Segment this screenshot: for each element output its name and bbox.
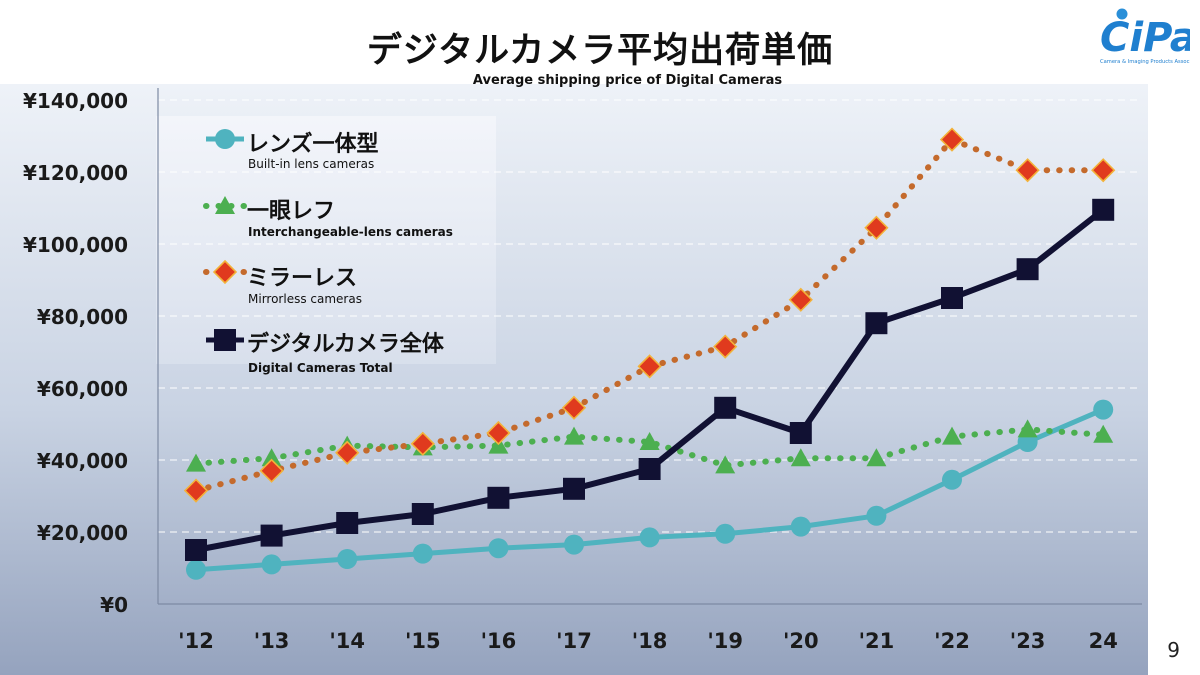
x-tick-label: '13 xyxy=(254,629,290,653)
x-tick-label: '16 xyxy=(481,629,517,653)
data-point-mirrorless xyxy=(335,440,360,465)
data-point-built-in xyxy=(412,543,433,564)
x-tick-label: '17 xyxy=(556,629,592,653)
data-point-dslr xyxy=(790,448,811,467)
x-tick-label: '19 xyxy=(707,629,743,653)
legend-marker-dslr xyxy=(215,196,235,214)
data-point-total xyxy=(941,287,963,309)
data-point-mirrorless xyxy=(864,215,889,240)
data-point-mirrorless xyxy=(1015,158,1040,183)
legend-marker-total xyxy=(214,329,236,351)
legend-title-built-in: レンズ一体型 xyxy=(247,132,379,157)
data-point-built-in xyxy=(261,554,282,575)
svg-text:Camera & Imaging Products Asso: Camera & Imaging Products Association xyxy=(1100,59,1190,65)
data-point-built-in xyxy=(564,534,584,555)
data-point-mirrorless xyxy=(788,287,813,312)
data-point-built-in xyxy=(866,505,887,526)
legend-title-total: デジタルカメラ全体 xyxy=(247,332,444,357)
x-tick-label: '12 xyxy=(178,629,214,653)
data-point-built-in xyxy=(715,523,736,544)
x-tick-label: '18 xyxy=(632,629,668,653)
data-point-mirrorless xyxy=(1091,158,1116,183)
data-point-mirrorless xyxy=(410,431,435,456)
data-point-total xyxy=(714,396,737,419)
y-tick-label: ¥40,000 xyxy=(37,449,128,473)
data-point-total xyxy=(336,512,359,534)
data-point-dslr xyxy=(261,448,282,467)
data-point-total xyxy=(563,477,585,500)
data-point-dslr xyxy=(564,426,584,445)
data-point-mirrorless xyxy=(713,334,738,359)
legend-title-mirrorless: ミラーレス xyxy=(247,266,358,291)
data-point-built-in xyxy=(186,559,206,580)
data-point-total xyxy=(1016,258,1039,281)
svg-text:CiPa: CiPa xyxy=(1100,15,1190,61)
legend-box xyxy=(156,116,496,364)
data-point-total xyxy=(185,539,207,561)
x-tick-label: '23 xyxy=(1010,629,1046,653)
data-point-total xyxy=(865,312,888,335)
legend-subtitle-dslr: Interchangeable-lens cameras xyxy=(248,225,453,239)
y-tick-label: ¥20,000 xyxy=(37,521,128,545)
data-point-built-in xyxy=(1093,399,1114,420)
data-point-dslr xyxy=(1017,419,1038,438)
x-tick-label: 24 xyxy=(1089,629,1118,653)
cipa-logo: CiPa Camera & Imaging Products Associati… xyxy=(1100,8,1190,65)
data-point-mirrorless xyxy=(183,478,209,503)
data-point-built-in xyxy=(337,549,358,569)
legend-subtitle-built-in: Built-in lens cameras xyxy=(248,157,375,171)
data-point-mirrorless xyxy=(486,420,511,446)
data-point-dslr xyxy=(866,448,887,467)
x-tick-label: '20 xyxy=(783,629,819,653)
y-tick-label: ¥60,000 xyxy=(37,377,128,401)
y-tick-label: ¥100,000 xyxy=(23,233,128,257)
y-tick-label: ¥80,000 xyxy=(37,305,128,329)
data-point-mirrorless xyxy=(561,395,587,420)
data-point-built-in xyxy=(790,516,811,537)
data-point-total xyxy=(487,486,510,509)
data-point-total xyxy=(638,458,661,480)
data-point-built-in xyxy=(488,538,509,559)
data-point-total xyxy=(411,503,434,525)
data-point-total xyxy=(260,524,283,547)
legend-title-dslr: 一眼レフ xyxy=(247,199,336,224)
data-point-dslr xyxy=(186,453,206,472)
x-tick-label: '14 xyxy=(329,629,365,653)
data-point-mirrorless xyxy=(637,354,662,379)
y-tick-label: ¥0 xyxy=(100,593,128,617)
page-number: 9 xyxy=(1167,638,1180,662)
data-point-dslr xyxy=(942,426,962,445)
data-point-total xyxy=(1092,198,1115,221)
legend-marker-built-in xyxy=(215,129,235,149)
data-point-dslr xyxy=(715,455,736,474)
y-tick-label: ¥120,000 xyxy=(23,161,128,185)
data-point-built-in xyxy=(942,469,962,490)
data-point-mirrorless xyxy=(259,458,284,483)
y-tick-label: ¥140,000 xyxy=(23,89,128,113)
legend-subtitle-total: Digital Cameras Total xyxy=(248,361,393,375)
x-tick-label: '15 xyxy=(405,629,441,653)
x-tick-label: '22 xyxy=(934,629,970,653)
data-point-built-in xyxy=(639,527,660,548)
data-point-dslr xyxy=(639,432,660,450)
chart-title: デジタルカメラ平均出荷単価 xyxy=(366,31,834,71)
data-point-total xyxy=(789,422,812,444)
data-point-mirrorless xyxy=(939,127,965,152)
chart-subtitle: Average shipping price of Digital Camera… xyxy=(472,73,783,88)
legend-subtitle-mirrorless: Mirrorless cameras xyxy=(248,292,362,306)
x-tick-label: '21 xyxy=(859,629,895,653)
legend-marker-mirrorless xyxy=(212,259,238,285)
data-point-dslr xyxy=(1093,424,1114,443)
